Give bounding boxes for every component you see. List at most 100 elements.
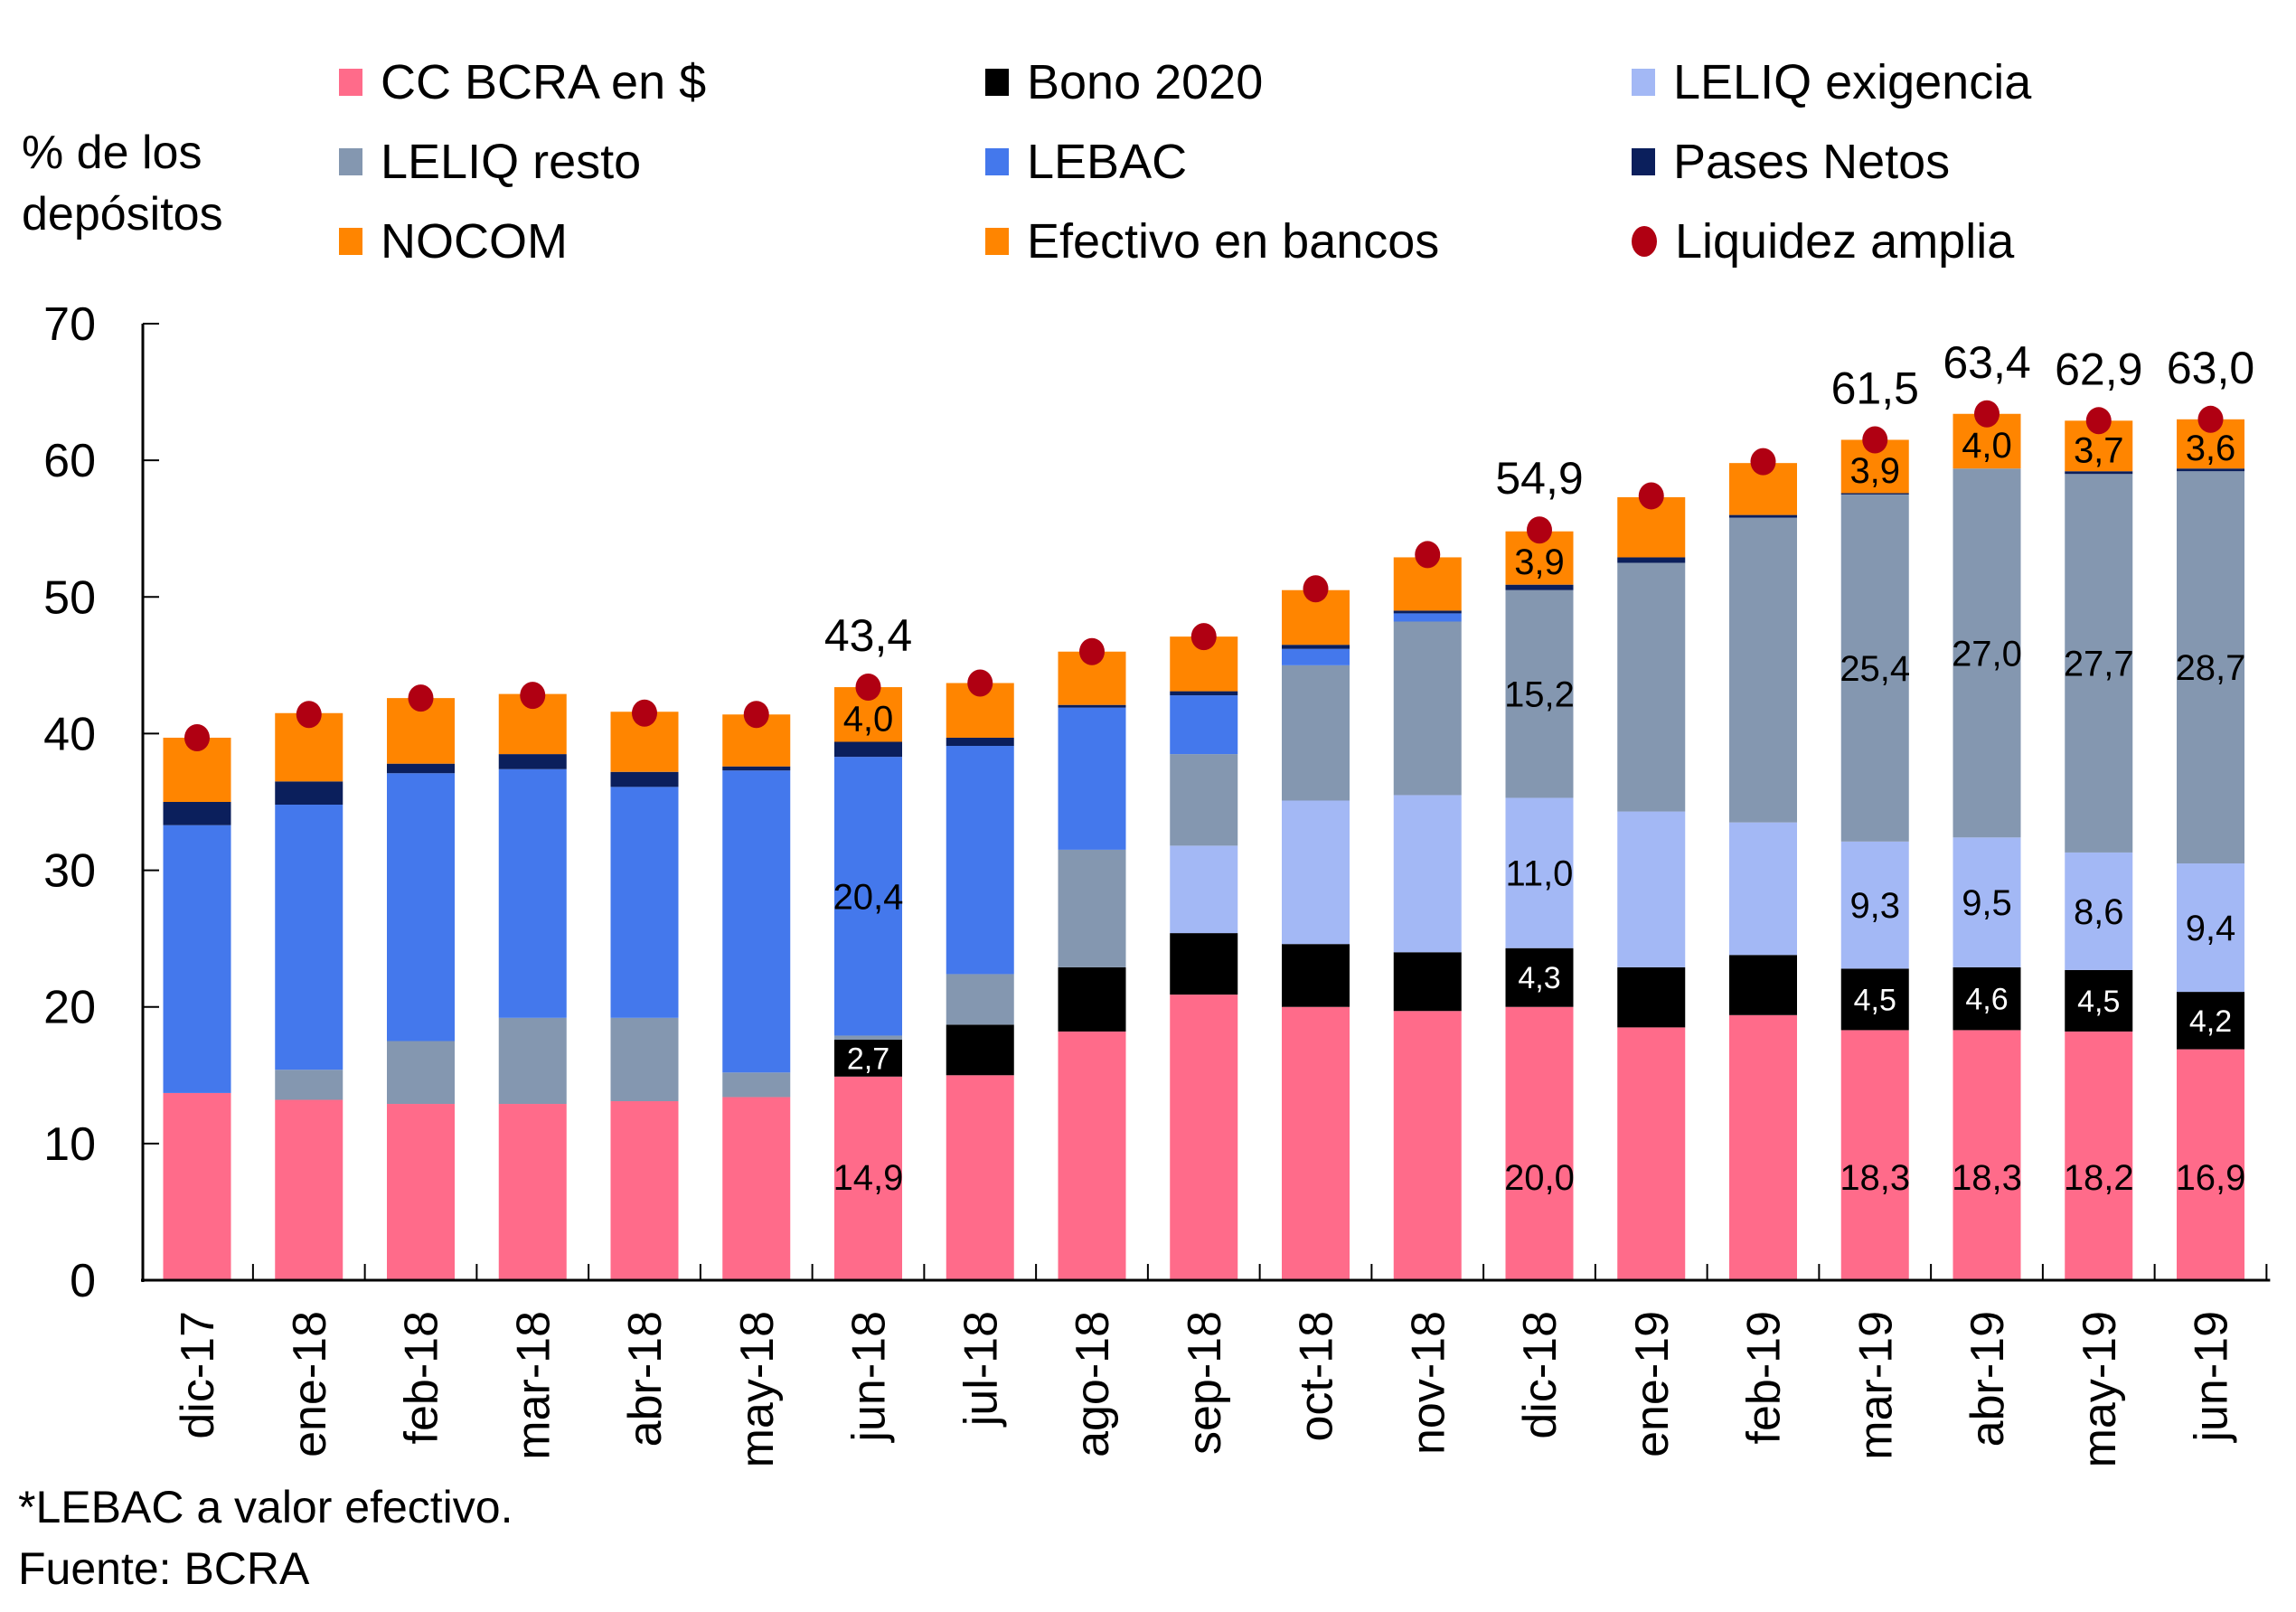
bar-segment-cc-bcra-en bbox=[834, 1076, 902, 1280]
bar-segment-leliq-exigencia bbox=[1840, 841, 1909, 969]
bar-segment-lebac bbox=[1170, 695, 1238, 755]
x-tick-label: oct-18 bbox=[1291, 1311, 1343, 1442]
legend-item-bono-2020: Bono 2020 bbox=[985, 54, 1263, 110]
data-labels-layer: 14,9 2,7 20,4 4,0 43,4 20,0 4,3 11,0 15,2 3,9 54,9… bbox=[824, 337, 2254, 1198]
bar-segment-leliq-exigencia bbox=[1282, 800, 1350, 945]
legend-label: Bono 2020 bbox=[1027, 55, 1264, 109]
data-label-cc-bcra-en: 14,9 bbox=[833, 1158, 904, 1198]
data-label-bono-2020: 4,2 bbox=[2189, 1004, 2232, 1039]
x-tick-label: feb-19 bbox=[1738, 1311, 1791, 1444]
bar-segment-bono-2020 bbox=[1170, 933, 1238, 995]
legend-swatch bbox=[339, 148, 362, 175]
marker-liquidez-amplia bbox=[408, 684, 434, 712]
data-label-liquidez-amplia: 54,9 bbox=[1495, 453, 1583, 504]
bar-segment-bono-2020 bbox=[1840, 968, 1909, 1031]
bar-segment-lebac bbox=[387, 773, 455, 1042]
bar-segment-cc-bcra-en bbox=[1729, 1014, 1797, 1280]
legend-marker bbox=[1632, 226, 1657, 257]
x-tick-label: abr-19 bbox=[1962, 1311, 2014, 1447]
x-tick-label: jun-18 bbox=[843, 1311, 896, 1444]
y-tick-label: 50 bbox=[43, 571, 96, 624]
bar-segment-lebac bbox=[722, 770, 791, 1073]
bar-segment-leliq-resto bbox=[275, 1070, 343, 1100]
bar-segment-cc-bcra-en bbox=[2177, 1049, 2244, 1280]
legend-label: Liquidez amplia bbox=[1675, 214, 2015, 269]
x-tick-label: dic-17 bbox=[172, 1311, 224, 1439]
bar-segment-leliq-resto bbox=[834, 1035, 902, 1040]
bar-segment-pases-netos bbox=[1617, 557, 1686, 563]
legend-label: CC BCRA en $ bbox=[381, 55, 707, 109]
legend-label: LELIQ exigencia bbox=[1673, 55, 2032, 109]
x-tick-label: mar-19 bbox=[1849, 1311, 1902, 1460]
data-label-cc-bcra-en: 18,2 bbox=[2064, 1158, 2134, 1198]
marker-liquidez-amplia bbox=[520, 682, 546, 710]
marker-liquidez-amplia bbox=[1190, 623, 1217, 651]
bar-segment-leliq-exigencia bbox=[2065, 852, 2133, 970]
bar-segment-bono-2020 bbox=[1617, 966, 1686, 1028]
data-label-leliq-exigencia: 9,3 bbox=[1849, 886, 1900, 926]
bar-segment-bono-2020 bbox=[2177, 992, 2244, 1050]
bar-segment-leliq-exigencia bbox=[1393, 795, 1462, 953]
y-tick-label: 40 bbox=[43, 708, 96, 760]
x-tick-label: jul-18 bbox=[955, 1311, 1007, 1428]
bar-segment-leliq-resto bbox=[2177, 471, 2244, 864]
data-label-bono-2020: 4,5 bbox=[2077, 985, 2120, 1019]
legend-swatch bbox=[985, 148, 1009, 175]
bar-segment-cc-bcra-en bbox=[498, 1104, 567, 1280]
legend-item-cc-bcra: CC BCRA en $ bbox=[339, 54, 706, 110]
data-label-cc-bcra-en: 18,3 bbox=[1952, 1158, 2022, 1198]
bar-segment-leliq-resto bbox=[722, 1072, 791, 1098]
bar-segment-bono-2020 bbox=[1505, 947, 1574, 1007]
bar-segment-lebac bbox=[1058, 707, 1126, 850]
bar-segment-cc-bcra-en bbox=[1617, 1027, 1686, 1280]
bar-segment-pases-netos bbox=[946, 737, 1014, 747]
bar-segment-lebac bbox=[1282, 648, 1350, 665]
data-label-leliq-resto: 15,2 bbox=[1504, 675, 1575, 715]
data-label-lebac: 20,4 bbox=[833, 877, 904, 917]
x-tick-label: ago-18 bbox=[1067, 1311, 1119, 1457]
data-label-cc-bcra-en: 18,3 bbox=[1840, 1158, 1910, 1198]
bar-segment-cc-bcra-en bbox=[1282, 1006, 1350, 1280]
bar-segment-cc-bcra-en bbox=[1840, 1030, 1909, 1280]
markers-layer bbox=[184, 400, 2224, 751]
bar-segment-leliq-exigencia bbox=[1953, 837, 2021, 967]
bar-segment-bono-2020 bbox=[1058, 966, 1126, 1032]
bar-segment-leliq-resto bbox=[946, 974, 1014, 1025]
x-tick-label: ene-18 bbox=[284, 1311, 336, 1457]
bar-segment-pases-netos bbox=[498, 754, 567, 769]
bar-segment-pases-netos bbox=[1170, 691, 1238, 696]
bar-segment-pases-netos bbox=[1840, 493, 1909, 495]
y-tick-label: 20 bbox=[43, 982, 96, 1034]
marker-liquidez-amplia bbox=[855, 674, 881, 702]
bar-segment-leliq-exigencia bbox=[1170, 845, 1238, 934]
data-label-leliq-resto: 25,4 bbox=[1840, 649, 1910, 689]
marker-liquidez-amplia bbox=[1750, 448, 1776, 476]
bar-segment-cc-bcra-en bbox=[1505, 1006, 1574, 1280]
legend-swatch bbox=[985, 69, 1009, 96]
marker-liquidez-amplia bbox=[296, 701, 322, 729]
marker-liquidez-amplia bbox=[2085, 407, 2112, 435]
data-label-bono-2020: 4,5 bbox=[1854, 983, 1896, 1017]
marker-liquidez-amplia bbox=[1862, 426, 1888, 454]
x-tick-label: sep-18 bbox=[1179, 1311, 1231, 1455]
bar-segment-pases-netos bbox=[834, 741, 902, 758]
bar-segment-lebac bbox=[1393, 613, 1462, 622]
bar-segment-cc-bcra-en bbox=[1170, 995, 1238, 1280]
legend-item-nocom: NOCOM bbox=[339, 213, 568, 269]
bar-segment-pases-netos bbox=[1393, 610, 1462, 614]
bar-segment-bono-2020 bbox=[946, 1024, 1014, 1076]
bar-segment-pases-netos bbox=[275, 781, 343, 806]
bar-segment-pases-netos bbox=[163, 802, 231, 825]
data-label-liquidez-amplia: 63,0 bbox=[2167, 343, 2254, 393]
bar-segment-bono-2020 bbox=[2065, 969, 2133, 1032]
data-label-liquidez-amplia: 62,9 bbox=[2055, 344, 2142, 394]
bar-segment-pases-netos bbox=[1729, 514, 1797, 518]
marker-liquidez-amplia bbox=[1974, 400, 2000, 428]
bar-segment-cc-bcra-en bbox=[1953, 1030, 2021, 1280]
x-tick-label: may-19 bbox=[2074, 1311, 2126, 1467]
marker-liquidez-amplia bbox=[184, 723, 210, 751]
x-tick-label: may-18 bbox=[731, 1311, 784, 1467]
data-label-liquidez-amplia: 61,5 bbox=[1831, 363, 1919, 413]
bar-segment-leliq-exigencia bbox=[1505, 797, 1574, 948]
data-label-leliq-resto: 27,0 bbox=[1952, 634, 2022, 674]
